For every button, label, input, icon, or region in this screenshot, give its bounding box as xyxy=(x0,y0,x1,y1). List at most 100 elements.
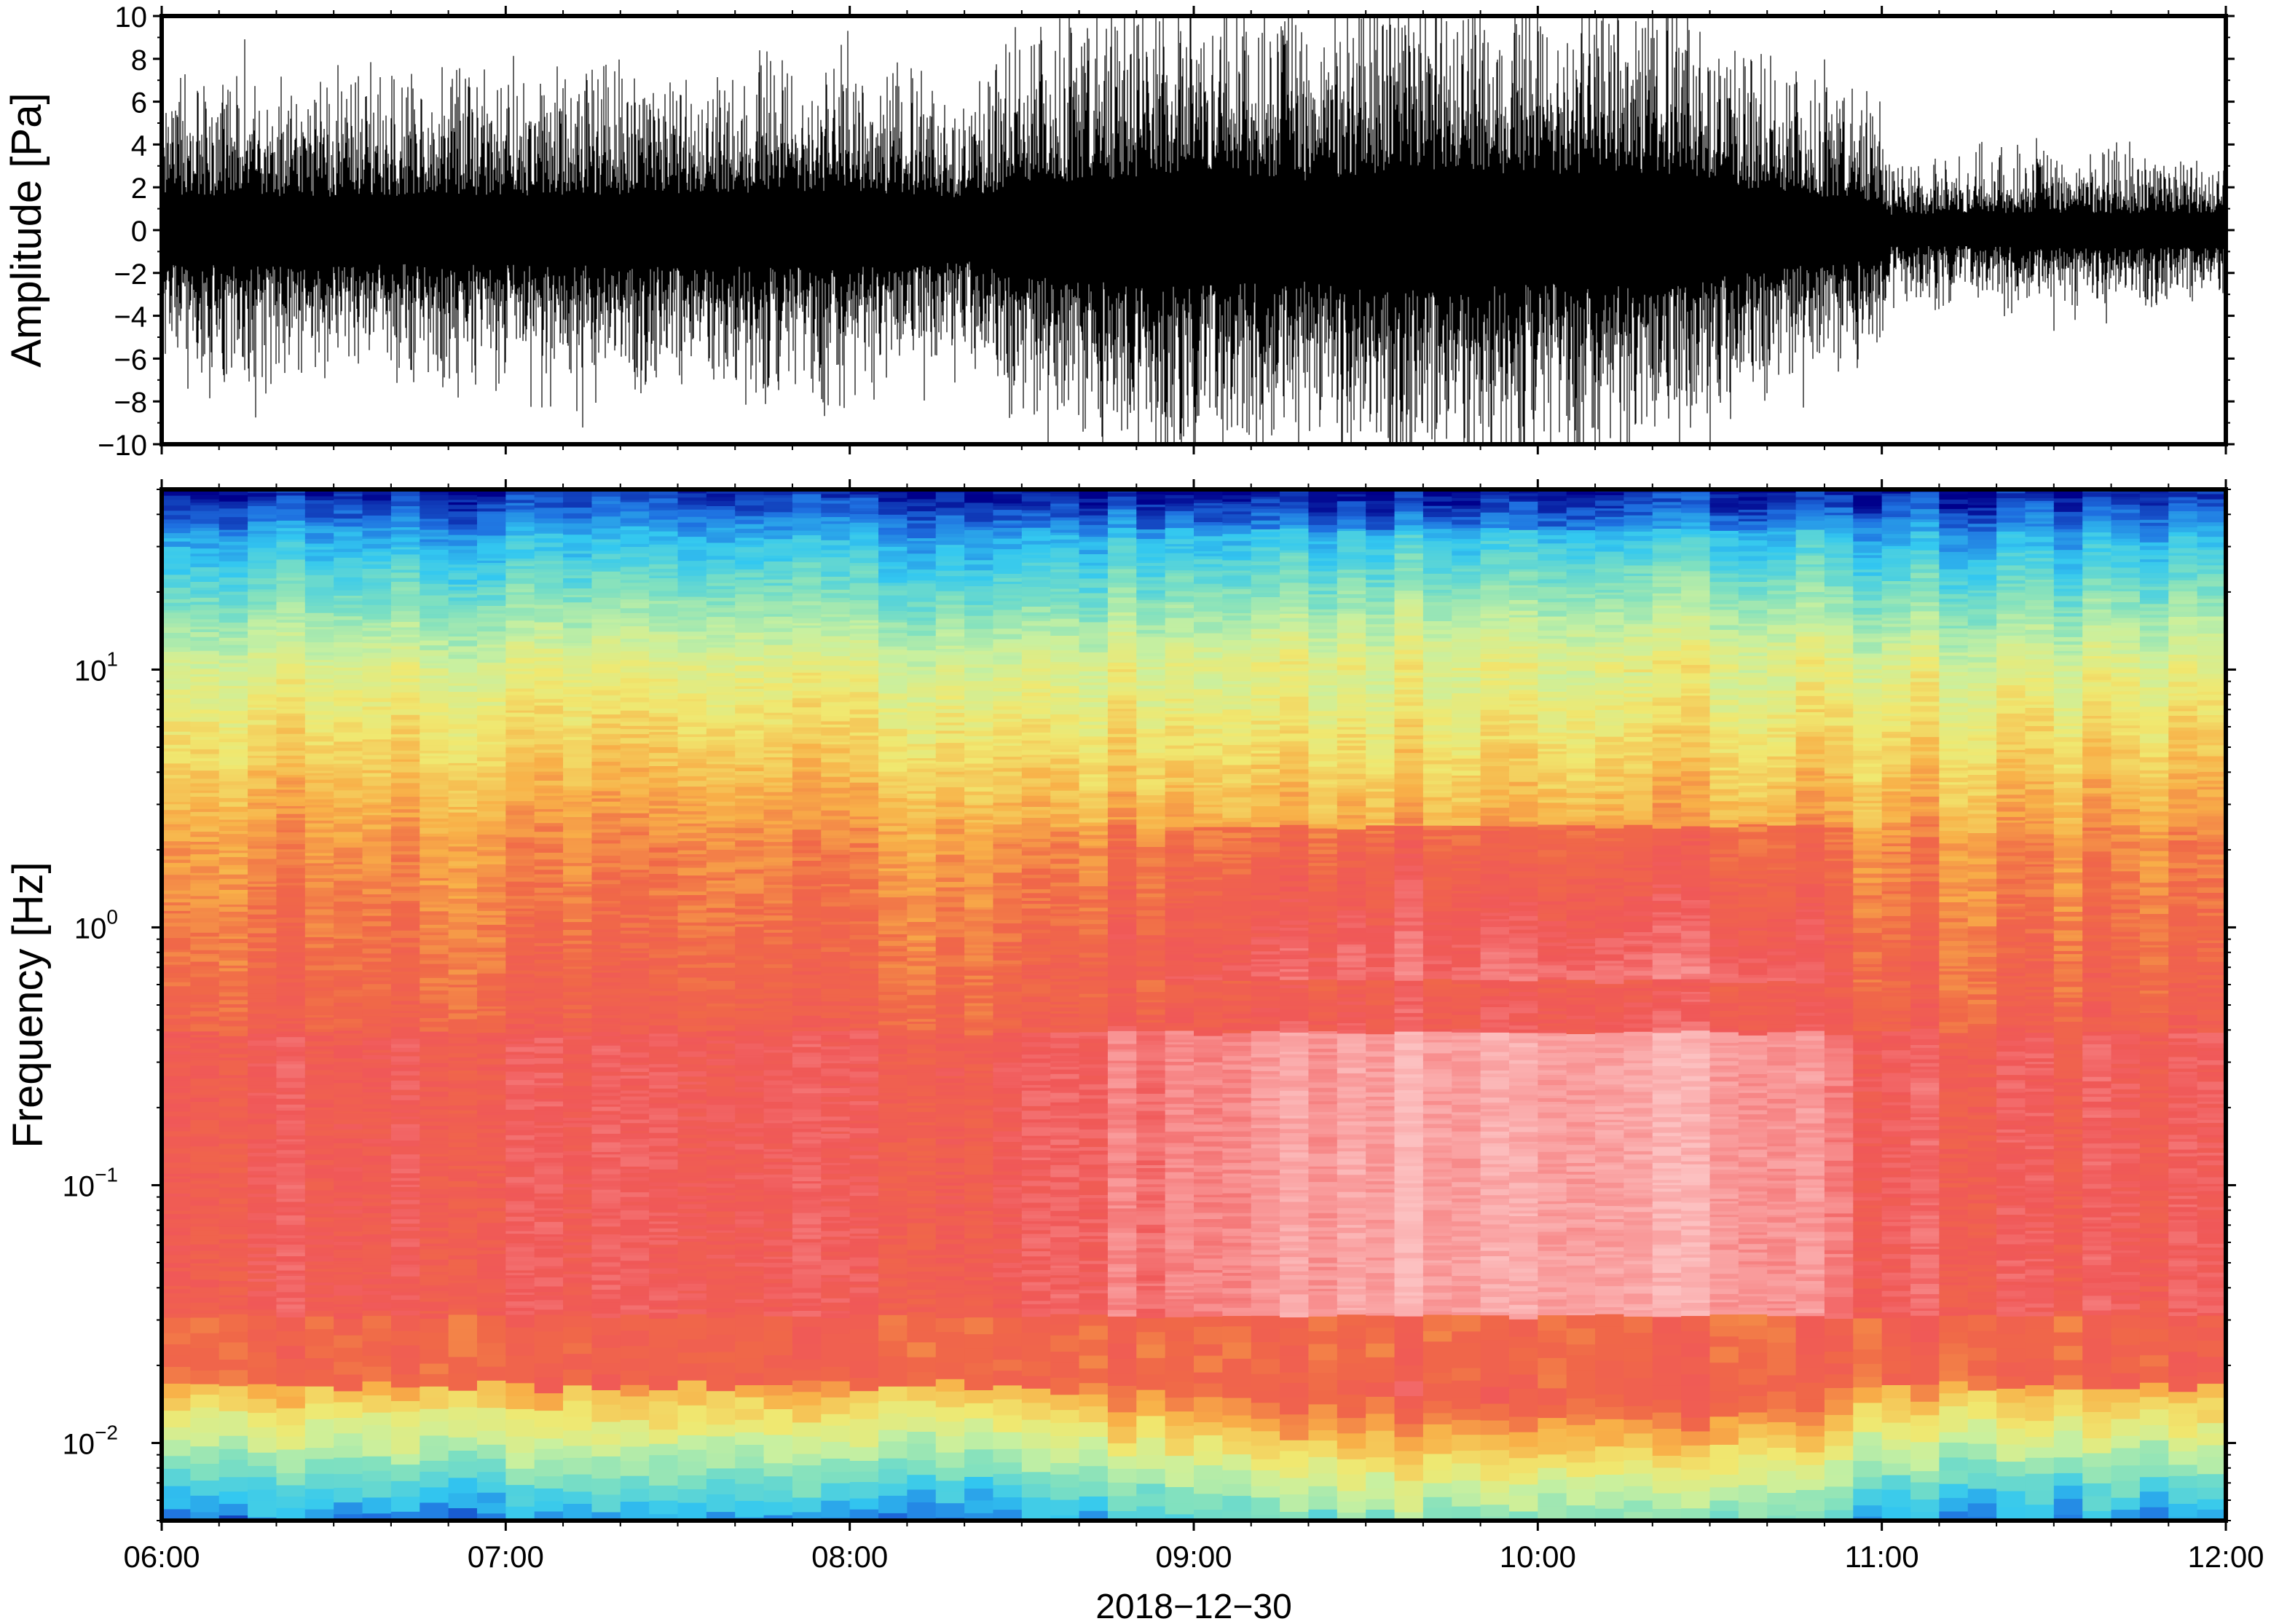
spectrogram-cell xyxy=(420,1159,449,1164)
spectrogram-cell xyxy=(677,550,707,556)
spectrogram-cell xyxy=(362,569,392,575)
spectrogram-cell xyxy=(563,900,593,904)
spectrogram-cell xyxy=(248,824,278,827)
spectrogram-cell xyxy=(362,504,392,511)
spectrogram-cell xyxy=(649,1001,679,1006)
spectrogram-cell xyxy=(362,989,392,993)
spectrogram-cell xyxy=(677,964,707,969)
spectrogram-cell xyxy=(620,672,650,679)
spectrogram-cell xyxy=(420,519,449,522)
spectrogram-cell xyxy=(706,1232,736,1238)
spectrogram-cell xyxy=(248,707,278,711)
spectrogram-cell xyxy=(190,499,220,503)
spectrogram-cell xyxy=(563,1282,593,1288)
spectrogram-cell xyxy=(162,872,191,875)
spectrogram-cell xyxy=(476,930,506,936)
spectrogram-cell xyxy=(735,1010,765,1015)
spectrogram-cell xyxy=(390,989,420,992)
spectrogram-cell xyxy=(420,715,449,720)
spectrogram-cell xyxy=(276,547,306,551)
amplitude-ytick-label: 0 xyxy=(131,216,147,248)
spectrogram-cell xyxy=(534,1296,564,1298)
spectrogram-cell xyxy=(304,1277,334,1283)
spectrogram-cell xyxy=(763,868,793,872)
spectrogram-cell xyxy=(534,1038,564,1044)
spectrogram-cell xyxy=(362,776,392,781)
spectrogram-cell xyxy=(390,741,420,747)
spectrogram-cell xyxy=(304,955,334,962)
spectrogram-cell xyxy=(219,774,248,779)
spectrogram-cell xyxy=(735,790,765,797)
spectrogram-cell xyxy=(219,1178,248,1185)
spectrogram-cell xyxy=(677,1160,707,1167)
spectrogram-cell xyxy=(190,1223,220,1227)
spectrogram-cell xyxy=(162,1076,191,1081)
spectrogram-cell xyxy=(390,1247,420,1250)
spectrogram-cell xyxy=(420,1067,449,1073)
spectrogram-cell xyxy=(735,611,765,615)
spectrogram-cell xyxy=(219,561,248,568)
spectrogram-cell xyxy=(706,944,736,950)
spectrogram-cell xyxy=(563,819,593,826)
spectrogram-cell xyxy=(735,1081,765,1088)
spectrogram-cell xyxy=(162,1427,191,1440)
spectrogram-cell xyxy=(735,909,765,915)
spectrogram-cell xyxy=(219,1162,248,1168)
spectrogram-cell xyxy=(276,832,306,839)
spectrogram-cell xyxy=(390,682,420,686)
spectrogram-cell xyxy=(448,1053,478,1058)
spectrogram-cell xyxy=(448,999,478,1006)
spectrogram-cell xyxy=(248,811,278,817)
spectrogram-cell xyxy=(763,814,793,819)
amplitude-ytick-label: −10 xyxy=(98,430,147,462)
spectrogram-cell xyxy=(505,1247,535,1253)
spectrogram-cell xyxy=(390,942,420,948)
spectrogram-cell xyxy=(420,1114,449,1119)
spectrogram-cell xyxy=(649,1205,679,1211)
spectrogram-cell xyxy=(563,940,593,945)
spectrogram-cell xyxy=(649,1256,679,1259)
spectrogram-cell xyxy=(677,1280,707,1285)
spectrogram-cell xyxy=(649,1064,679,1068)
spectrogram-cell xyxy=(276,888,306,894)
spectrogram-cell xyxy=(448,697,478,701)
spectrogram-cell xyxy=(649,1304,679,1307)
spectrogram-cell xyxy=(735,580,765,585)
spectrogram-cell xyxy=(420,1288,449,1291)
spectrogram-cell xyxy=(706,563,736,569)
spectrogram-cell xyxy=(563,1474,593,1492)
spectrogram-cell xyxy=(706,891,736,895)
spectrogram-cell xyxy=(763,937,793,942)
spectrogram-cell xyxy=(276,563,306,569)
spectrogram-cell xyxy=(420,856,449,861)
spectrogram-cell xyxy=(706,854,736,861)
spectrogram-cell xyxy=(476,729,506,735)
spectrogram-cell xyxy=(420,1298,449,1303)
spectrogram-cell xyxy=(620,1013,650,1020)
spectrogram-cell xyxy=(476,942,506,948)
spectrogram-cell xyxy=(304,610,334,614)
spectrogram-cell xyxy=(304,1499,334,1510)
spectrogram-cell xyxy=(448,888,478,893)
spectrogram-cell xyxy=(706,1099,736,1105)
spectrogram-cell xyxy=(735,805,765,811)
spectrogram-cell xyxy=(591,695,621,701)
spectrogram-cell xyxy=(304,666,334,669)
spectrogram-cell xyxy=(390,1242,420,1247)
spectrogram-cell xyxy=(362,1098,392,1105)
spectrogram-cell xyxy=(162,1202,191,1207)
spectrogram-cell xyxy=(334,634,363,639)
spectrogram-cell xyxy=(420,1318,449,1333)
spectrogram-cell xyxy=(420,508,449,515)
spectrogram-cell xyxy=(763,777,793,783)
spectrogram-cell xyxy=(735,948,765,953)
spectrogram-cell xyxy=(677,789,707,797)
spectrogram-cell xyxy=(735,1195,765,1199)
spectrogram-cell xyxy=(219,955,248,958)
spectrogram-cell xyxy=(420,589,449,596)
spectrogram-cell xyxy=(591,539,621,543)
spectrogram-cell xyxy=(248,634,278,640)
spectrogram-cell xyxy=(649,1067,679,1073)
spectrogram-cell xyxy=(763,782,793,787)
spectrogram-cell xyxy=(735,1179,765,1185)
